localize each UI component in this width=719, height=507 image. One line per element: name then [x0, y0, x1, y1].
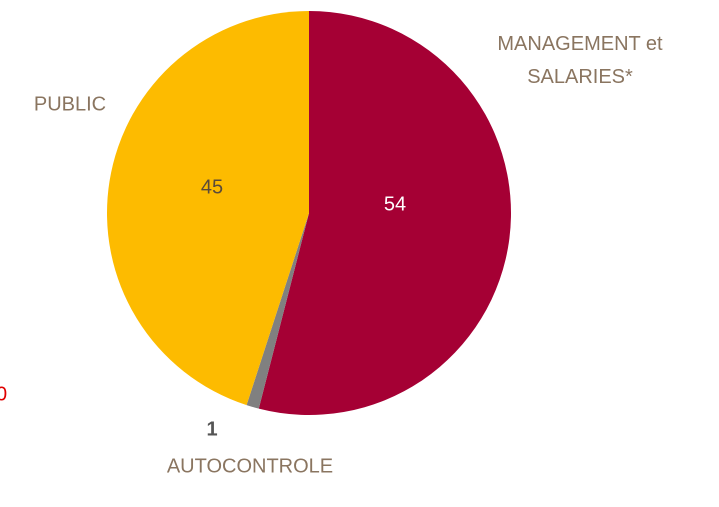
- annotation: 0: [0, 383, 7, 405]
- value-label: 1: [206, 418, 217, 440]
- pie-slice: [246, 213, 309, 409]
- category-label: MANAGEMENT et SALARIES*: [497, 33, 663, 88]
- pie-slice: [107, 11, 310, 406]
- category-label: PUBLIC: [34, 93, 106, 115]
- value-label: 54: [384, 193, 406, 215]
- pie-slice: [258, 11, 511, 415]
- category-label: AUTOCONTROLE: [167, 455, 333, 477]
- value-label: 45: [201, 176, 223, 198]
